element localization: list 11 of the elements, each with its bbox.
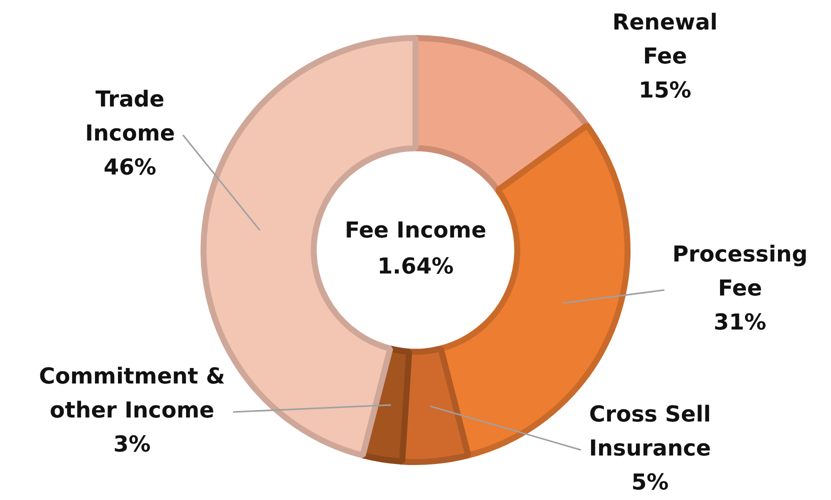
data-label: 15% [638,78,692,104]
text: Fee Income 1.64% [344,218,486,280]
slice-label: Trade Income [85,88,175,147]
slice-label: Commitment & other Income [38,364,226,424]
slice-label: Cross Sell Insurance [589,402,711,462]
data-label: 46% [104,156,156,181]
data-label: 31% [714,310,766,336]
data-label: 5% [631,470,669,496]
data-label: 3% [113,432,151,458]
slice-label: Processing Fee [672,242,808,302]
slice-label: Renewal Fee [612,10,718,70]
